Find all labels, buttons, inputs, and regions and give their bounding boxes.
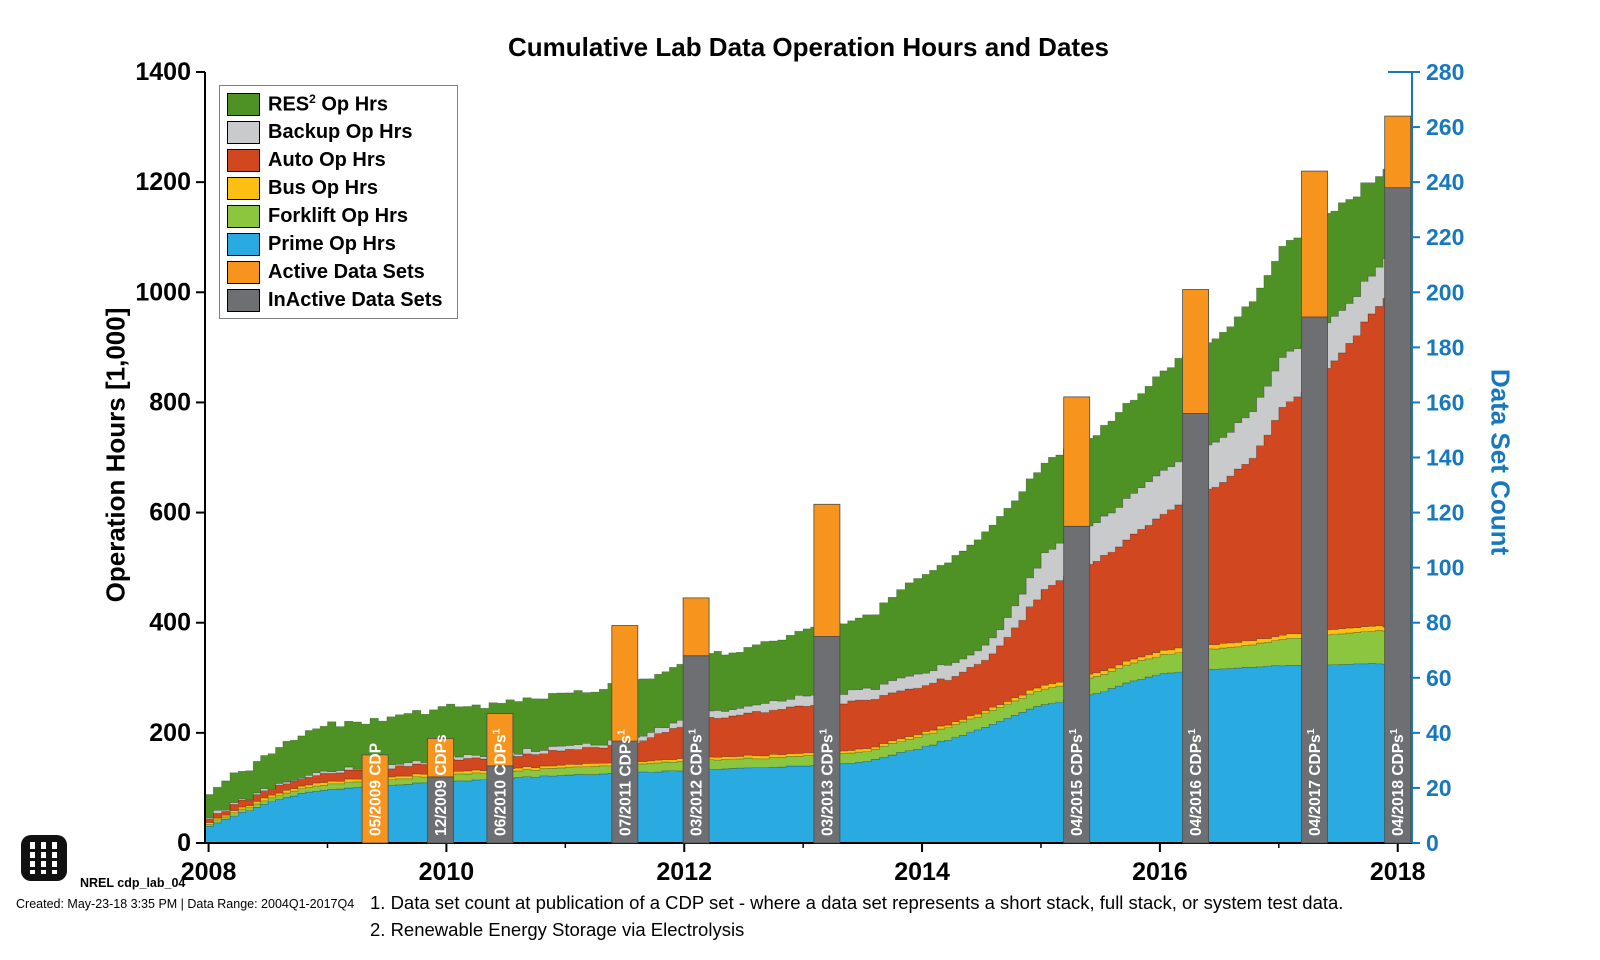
right-tick-label: 200: [1426, 279, 1464, 305]
left-tick-label: 1400: [135, 58, 191, 86]
bar-active-7: [1182, 289, 1209, 414]
bar-label-4: 03/2012 CDPs1: [687, 728, 706, 836]
right-tick-label: 180: [1426, 334, 1464, 360]
legend-swatch-prime-op-hrs: [227, 232, 260, 256]
x-tick-label: 2018: [1370, 858, 1426, 886]
left-tick-label: 1000: [135, 278, 191, 306]
footnote-1: 1. Data set count at publication of a CD…: [370, 892, 1344, 913]
bar-active-2: [486, 713, 514, 767]
x-tick-label: 2008: [181, 858, 237, 886]
bar-active-3: [611, 625, 639, 742]
bar-inactive-4: [682, 655, 710, 844]
bar-active-5: [813, 503, 841, 637]
left-tick-label: 1200: [135, 168, 191, 196]
legend-label-res2-op-hrs: RES2 Op Hrs: [268, 92, 389, 116]
bar-active-9: [1384, 115, 1412, 189]
bar-active-0: [361, 754, 389, 844]
footnote-2: 2. Renewable Energy Storage via Electrol…: [370, 919, 745, 940]
left-tick-label: 400: [149, 609, 191, 637]
left-tick-label: 200: [149, 719, 191, 747]
figure-id-label: NREL cdp_lab_04: [80, 876, 186, 890]
legend-item-auto-op-hrs: Auto Op Hrs: [227, 146, 443, 174]
x-tick-label: 2016: [1132, 858, 1188, 886]
bar-label-2: 06/2010 CDPs1: [490, 728, 509, 836]
right-tick-label: 100: [1426, 555, 1464, 581]
chart-legend: RES2 Op Hrs Backup Op Hrs Auto Op Hrs Bus O…: [219, 85, 458, 319]
right-tick-label: 140: [1426, 445, 1464, 471]
created-timestamp: Created: May-23-18 3:35 PM | Data Range:…: [16, 897, 355, 911]
x-tick-label: 2014: [894, 858, 950, 886]
bar-inactive-2: [486, 765, 514, 844]
bar-label-1: 12/2009 CDPs: [433, 734, 450, 836]
right-tick-label: 120: [1426, 500, 1464, 526]
bar-label-6: 04/2015 CDPs1: [1067, 728, 1086, 836]
nrel-logo-icon: [21, 835, 67, 881]
left-axis-label: Operation Hours [1,000]: [100, 307, 131, 603]
bar-active-1: [427, 738, 454, 778]
right-tick-label: 80: [1426, 610, 1452, 636]
bar-label-8: 04/2017 CDPs1: [1305, 728, 1324, 836]
bar-inactive-8: [1301, 316, 1328, 844]
legend-label-bus-op-hrs: Bus Op Hrs: [268, 177, 379, 199]
legend-item-forklift-op-hrs: Forklift Op Hrs: [227, 202, 443, 230]
legend-label-backup-op-hrs: Backup Op Hrs: [268, 121, 413, 143]
right-tick-label: 260: [1426, 114, 1464, 140]
bar-active-6: [1063, 396, 1091, 527]
x-tick-label: 2012: [656, 858, 712, 886]
legend-label-forklift-op-hrs: Forklift Op Hrs: [268, 205, 409, 227]
right-tick-label: 60: [1426, 665, 1452, 691]
legend-swatch-active-data-sets: [227, 260, 260, 284]
right-tick-label: 160: [1426, 389, 1464, 415]
right-tick-label: 220: [1426, 224, 1464, 250]
legend-label-prime-op-hrs: Prime Op Hrs: [268, 233, 396, 255]
right-tick-label: 20: [1426, 775, 1452, 801]
legend-item-bus-op-hrs: Bus Op Hrs: [227, 174, 443, 202]
bar-inactive-3: [611, 740, 639, 844]
legend-item-inactive-data-sets: InActive Data Sets: [227, 286, 443, 314]
chart-title: Cumulative Lab Data Operation Hours and …: [507, 32, 1109, 62]
bar-label-3: 07/2011 CDPs1: [615, 729, 634, 836]
right-tick-label: 40: [1426, 720, 1452, 746]
legend-swatch-forklift-op-hrs: [227, 204, 260, 228]
bar-inactive-6: [1063, 525, 1091, 844]
bar-active-8: [1301, 170, 1328, 318]
bar-label-0: 05/2009 CDP: [368, 743, 385, 836]
legend-swatch-backup-op-hrs: [227, 120, 260, 144]
legend-swatch-inactive-data-sets: [227, 288, 260, 312]
left-tick-label: 600: [149, 499, 191, 527]
bar-label-5: 03/2013 CDPs1: [817, 728, 836, 836]
legend-label-inactive-data-sets: InActive Data Sets: [268, 289, 443, 311]
bar-active-4: [682, 597, 710, 657]
legend-item-active-data-sets: Active Data Sets: [227, 258, 443, 286]
bar-label-7: 04/2016 CDPs1: [1186, 728, 1205, 836]
legend-item-backup-op-hrs: Backup Op Hrs: [227, 118, 443, 146]
legend-swatch-res2-op-hrs: [227, 92, 260, 116]
left-tick-label: 800: [149, 388, 191, 416]
legend-item-prime-op-hrs: Prime Op Hrs: [227, 230, 443, 258]
legend-label-active-data-sets: Active Data Sets: [268, 261, 425, 283]
right-axis-label: Data Set Count: [1485, 368, 1516, 556]
right-tick-label: 0: [1426, 830, 1439, 856]
right-tick-label: 240: [1426, 169, 1464, 195]
right-tick-label: 280: [1426, 59, 1464, 85]
legend-swatch-bus-op-hrs: [227, 176, 260, 200]
legend-swatch-auto-op-hrs: [227, 148, 260, 172]
bar-label-9: 04/2018 CDPs1: [1388, 728, 1407, 836]
bar-inactive-5: [813, 636, 841, 844]
legend-item-res2-op-hrs: RES2 Op Hrs: [227, 90, 443, 118]
x-tick-label: 2010: [419, 858, 475, 886]
legend-label-auto-op-hrs: Auto Op Hrs: [268, 149, 386, 171]
left-tick-label: 0: [177, 829, 191, 857]
